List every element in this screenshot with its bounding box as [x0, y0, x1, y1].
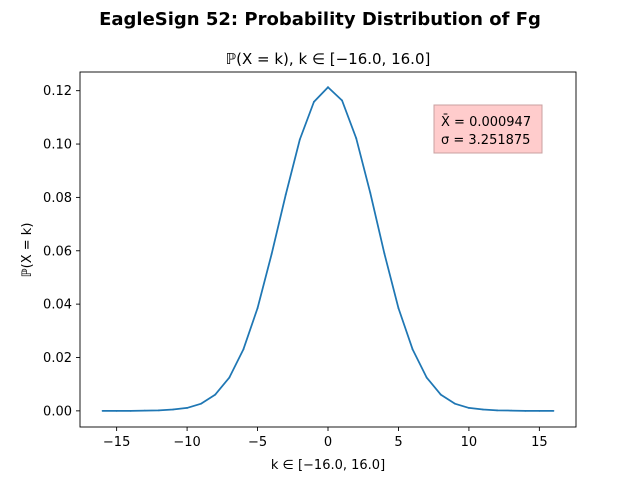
sigma-stat: σ = 3.251875: [441, 133, 530, 148]
y-axis-label: ℙ(X = k): [20, 223, 35, 278]
x-tick-label: −10: [173, 435, 200, 450]
data-point: [101, 409, 104, 412]
data-point: [552, 409, 555, 412]
data-point: [327, 86, 329, 89]
data-point: [228, 376, 231, 379]
y-tick-label: 0.08: [43, 191, 72, 206]
data-point: [411, 348, 414, 351]
y-axis-ticks: 0.00 0.02 0.04 0.06 0.08 0.10 0.12: [43, 84, 80, 419]
x-tick-label: 0: [324, 435, 332, 450]
data-point: [158, 409, 160, 412]
data-point: [482, 408, 484, 411]
y-tick-label: 0.00: [43, 404, 72, 419]
y-tick-label: 0.04: [43, 298, 72, 313]
stats-box: X̄ = 0.000947 σ = 3.251875: [433, 104, 543, 154]
data-point: [383, 252, 386, 255]
data-point: [186, 407, 188, 409]
data-point: [397, 307, 400, 310]
y-tick-label: 0.10: [43, 138, 72, 153]
data-point: [510, 409, 513, 412]
x-tick-label: 15: [531, 435, 548, 450]
data-point: [496, 409, 498, 412]
x-axis-ticks: −15 −10 −5 0 5 10 15: [103, 427, 548, 450]
data-point: [313, 100, 315, 103]
x-tick-label: −15: [103, 435, 130, 450]
series-points: [101, 86, 555, 412]
chart-title: ℙ(X = k), k ∈ [−16.0, 16.0]: [226, 50, 431, 68]
data-point: [143, 409, 146, 412]
chart-suptitle: EagleSign 52: Probability Distribution o…: [99, 9, 541, 30]
data-point: [172, 408, 174, 411]
y-tick-label: 0.06: [43, 244, 72, 259]
y-tick-label: 0.02: [43, 351, 72, 366]
data-point: [538, 409, 541, 412]
data-point: [200, 402, 203, 405]
x-tick-label: 10: [461, 435, 478, 450]
data-point: [468, 407, 470, 409]
data-point: [425, 376, 428, 379]
x-tick-label: 5: [394, 435, 402, 450]
y-tick-label: 0.12: [43, 84, 72, 99]
data-point: [355, 137, 358, 140]
data-point: [115, 409, 118, 412]
x-tick-label: −5: [248, 435, 267, 450]
plot-frame: [79, 71, 577, 428]
data-point: [524, 409, 527, 412]
data-point: [369, 191, 372, 194]
data-point: [129, 409, 132, 412]
data-point: [341, 99, 343, 102]
stats-box-background: [433, 104, 543, 154]
data-point: [439, 393, 442, 396]
data-point: [453, 402, 456, 405]
data-point: [284, 193, 287, 196]
data-point: [214, 393, 217, 396]
x-axis-label: k ∈ [−16.0, 16.0]: [271, 458, 385, 473]
data-point: [298, 138, 301, 141]
data-point: [270, 253, 273, 255]
mean-stat: X̄ = 0.000947: [441, 115, 531, 130]
data-point: [256, 307, 259, 310]
data-point: [242, 348, 245, 351]
